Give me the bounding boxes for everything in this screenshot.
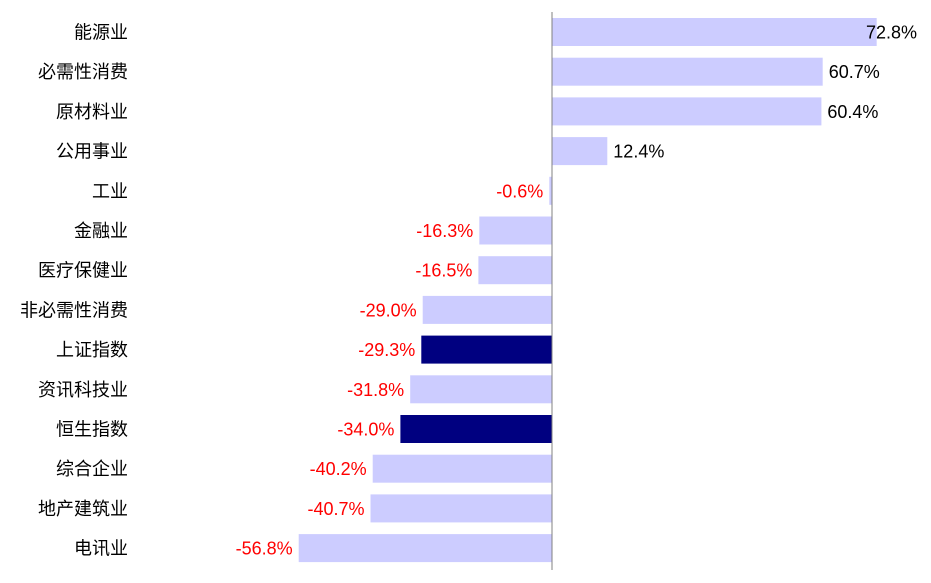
bar xyxy=(372,454,552,483)
category-label: 能源业 xyxy=(74,23,128,44)
category-label: 非必需性消费 xyxy=(20,300,128,321)
data-label: 60.4% xyxy=(827,102,878,122)
data-label: -16.5% xyxy=(415,261,472,281)
category-label: 资讯科技业 xyxy=(38,380,128,401)
bar xyxy=(479,216,552,245)
category-label: 恒生指数 xyxy=(56,420,128,441)
bar xyxy=(370,494,552,523)
bar xyxy=(552,137,608,166)
bar xyxy=(400,415,552,443)
bar xyxy=(478,256,552,285)
bar xyxy=(549,176,552,205)
bar xyxy=(422,295,552,324)
bar xyxy=(552,97,822,126)
data-label: -40.2% xyxy=(310,459,367,479)
data-label: -29.0% xyxy=(360,300,417,320)
bars-layer xyxy=(298,18,877,563)
category-label: 电讯业 xyxy=(74,539,128,560)
bar xyxy=(552,18,877,46)
data-label: 60.7% xyxy=(829,62,880,82)
data-label: -0.6% xyxy=(496,181,543,201)
data-label: -34.0% xyxy=(337,420,394,440)
data-label: 72.8% xyxy=(866,23,917,43)
data-label: -56.8% xyxy=(236,539,293,559)
bar xyxy=(298,534,552,563)
category-label: 地产建筑业 xyxy=(38,499,128,520)
category-label: 原材料业 xyxy=(56,102,128,123)
value-labels-layer: 72.8% 60.7% 60.4% 12.4% -0.6% -16.3% -16.5% -29… xyxy=(236,23,917,559)
bar xyxy=(410,375,552,404)
category-label: 金融业 xyxy=(74,221,128,242)
category-label: 公用事业 xyxy=(56,142,128,163)
category-label: 必需性消费 xyxy=(38,62,128,83)
data-label: -31.8% xyxy=(347,380,404,400)
data-label: -40.7% xyxy=(307,499,364,519)
bar xyxy=(421,335,552,364)
data-label: -16.3% xyxy=(416,221,473,241)
category-label: 综合企业 xyxy=(56,459,128,480)
category-label: 工业 xyxy=(92,181,128,202)
category-label: 上证指数 xyxy=(56,340,128,361)
data-label: 12.4% xyxy=(613,142,664,162)
category-label: 医疗保健业 xyxy=(38,261,128,282)
bar xyxy=(552,57,823,86)
data-label: -29.3% xyxy=(358,340,415,360)
category-labels-layer: 能源业必需性消费原材料业公用事业工业金融业医疗保健业非必需性消费上证指数资讯科技… xyxy=(20,23,128,560)
